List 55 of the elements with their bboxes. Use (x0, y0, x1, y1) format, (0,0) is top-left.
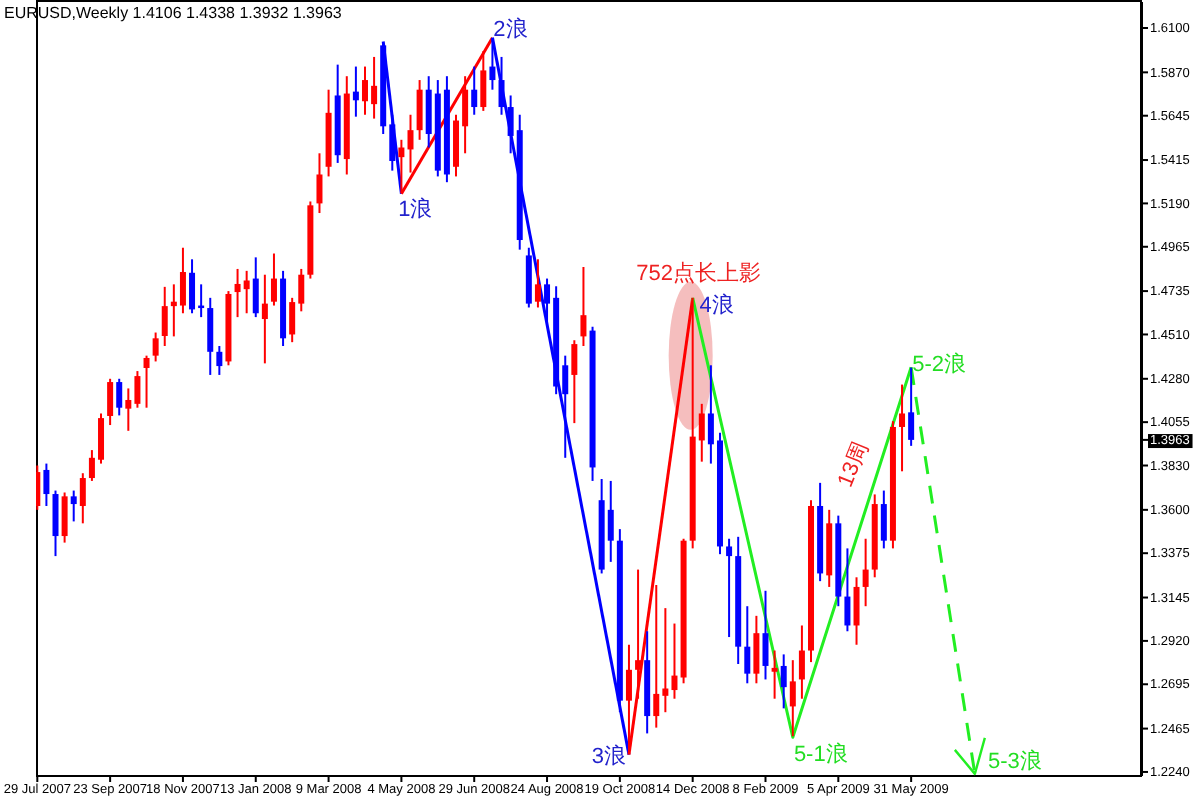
candlestick (407, 113, 414, 174)
candlestick (780, 653, 787, 710)
annotation: 5-3浪 (987, 747, 1042, 774)
annotation: 3浪 (591, 742, 627, 769)
candlestick (52, 489, 59, 558)
candlestick (726, 537, 733, 639)
candlestick (252, 256, 259, 319)
candlestick (243, 269, 250, 315)
candlestick (744, 605, 751, 685)
annotation: 1浪 (398, 195, 433, 222)
candlestick (534, 258, 541, 309)
candlestick (844, 547, 851, 633)
candlestick (143, 354, 150, 409)
candlestick (261, 273, 268, 365)
candlestick (653, 584, 660, 729)
candlestick (116, 377, 123, 417)
candlestick (152, 331, 159, 363)
candlestick (79, 472, 86, 525)
candlestick (270, 252, 277, 307)
annotation: 4浪 (699, 291, 734, 318)
candlestick (498, 55, 505, 116)
annotation: 13周 (833, 438, 874, 491)
candlestick (580, 266, 587, 348)
candlestick (43, 462, 50, 507)
candlestick (480, 50, 487, 112)
candlestick (179, 246, 186, 315)
candlestick (416, 79, 423, 141)
annotation: 5-1浪 (793, 741, 848, 768)
candlestick (216, 345, 223, 376)
candlestick (161, 285, 168, 348)
candlestick (771, 649, 778, 700)
candlestick (762, 589, 769, 681)
candlestick (880, 489, 887, 550)
candlestick (352, 65, 359, 118)
candlestick (471, 65, 478, 116)
candlestick (753, 614, 760, 685)
annotation: 5-2浪 (912, 351, 967, 378)
candlestick (207, 296, 214, 376)
candlestick (899, 383, 906, 473)
candlestick (853, 576, 860, 646)
candlestick (189, 258, 196, 315)
annotation: 752点长上影 (636, 259, 762, 286)
candlestick (862, 537, 869, 608)
candlestick (798, 624, 805, 700)
candlestick (571, 339, 578, 425)
candlestick (607, 479, 614, 563)
annotation: 2浪 (493, 15, 528, 42)
candlestick (635, 568, 642, 700)
candlestick (107, 377, 114, 427)
candlestick (70, 489, 77, 523)
candlestick (61, 491, 68, 544)
candlestick (36, 464, 41, 511)
candlestick (316, 152, 323, 215)
candlestick (908, 366, 915, 447)
candlestick (789, 659, 796, 738)
